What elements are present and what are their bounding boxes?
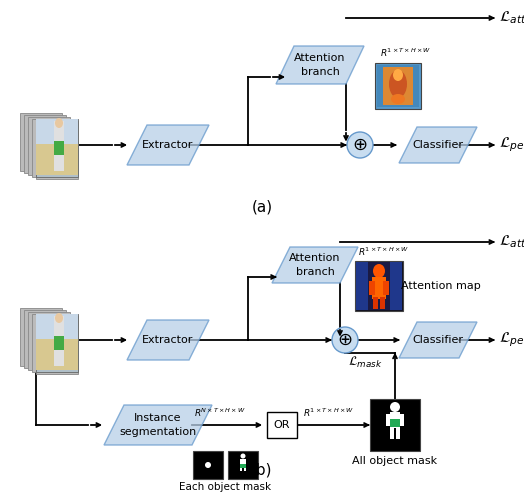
Polygon shape: [104, 405, 212, 445]
Bar: [36, 314, 78, 372]
Bar: [267, 412, 297, 438]
Bar: [32, 314, 74, 372]
Bar: [36, 119, 78, 144]
Bar: [28, 117, 70, 175]
Bar: [24, 310, 66, 368]
Text: branch: branch: [301, 67, 340, 77]
Text: $\oplus$: $\oplus$: [337, 331, 353, 349]
Ellipse shape: [390, 402, 400, 412]
Bar: [375, 63, 421, 109]
Text: (b): (b): [251, 462, 273, 478]
Text: $R^{1\times T\times H\times W}$: $R^{1\times T\times H\times W}$: [303, 407, 355, 419]
Ellipse shape: [391, 94, 405, 104]
Bar: [396, 427, 400, 439]
Bar: [390, 412, 400, 428]
Text: Classifier: Classifier: [412, 335, 464, 345]
Bar: [400, 414, 404, 426]
Text: Extractor: Extractor: [143, 335, 194, 345]
Bar: [24, 115, 66, 173]
Text: segmentation: segmentation: [119, 427, 196, 437]
Text: Classifier: Classifier: [412, 140, 464, 150]
Polygon shape: [272, 247, 358, 283]
Circle shape: [332, 327, 358, 353]
Bar: [54, 141, 64, 155]
Bar: [383, 67, 413, 105]
Ellipse shape: [373, 264, 385, 278]
Bar: [36, 144, 78, 175]
Text: (a): (a): [252, 199, 272, 215]
Ellipse shape: [55, 313, 63, 323]
Bar: [398, 415, 402, 425]
Bar: [54, 121, 64, 171]
Text: Attention: Attention: [294, 53, 346, 63]
Bar: [28, 312, 70, 370]
Bar: [240, 464, 246, 468]
Bar: [20, 308, 62, 366]
Text: All object mask: All object mask: [353, 456, 438, 466]
Bar: [32, 119, 74, 177]
Bar: [388, 415, 392, 425]
Text: $\mathcal{L}_{per}$: $\mathcal{L}_{per}$: [499, 136, 524, 154]
Text: Attention map: Attention map: [401, 281, 481, 291]
Polygon shape: [276, 46, 364, 84]
Ellipse shape: [241, 454, 246, 459]
Text: $R^{1\times T\times H\times W}$: $R^{1\times T\times H\times W}$: [380, 47, 431, 59]
Bar: [36, 121, 78, 179]
Bar: [369, 281, 375, 295]
Bar: [380, 297, 385, 309]
Polygon shape: [127, 125, 209, 165]
Bar: [356, 262, 402, 310]
Bar: [355, 261, 403, 311]
Bar: [386, 414, 390, 426]
Text: $\oplus$: $\oplus$: [352, 136, 368, 154]
Text: $\mathcal{L}_{per}$: $\mathcal{L}_{per}$: [499, 331, 524, 349]
Ellipse shape: [393, 69, 403, 81]
Bar: [36, 316, 78, 374]
Bar: [54, 316, 64, 366]
Bar: [36, 314, 78, 339]
Bar: [36, 119, 78, 177]
Text: $\mathcal{L}_{mask}$: $\mathcal{L}_{mask}$: [348, 355, 383, 370]
Text: Attention: Attention: [289, 253, 341, 263]
Bar: [244, 466, 246, 471]
Bar: [370, 399, 420, 451]
Text: $\mathcal{L}_{att}$: $\mathcal{L}_{att}$: [499, 10, 524, 27]
Polygon shape: [399, 127, 477, 163]
Bar: [383, 281, 389, 295]
Bar: [193, 451, 223, 479]
Polygon shape: [399, 322, 477, 358]
Bar: [377, 65, 419, 107]
Text: Extractor: Extractor: [143, 140, 194, 150]
Text: branch: branch: [296, 267, 334, 277]
Text: OR: OR: [274, 420, 290, 430]
Bar: [356, 262, 368, 310]
Circle shape: [347, 132, 373, 158]
Bar: [390, 419, 400, 427]
Text: $R^{1\times T\times H\times W}$: $R^{1\times T\times H\times W}$: [358, 246, 409, 258]
Bar: [20, 113, 62, 171]
Bar: [228, 451, 258, 479]
Bar: [240, 459, 246, 468]
Polygon shape: [127, 320, 209, 360]
Bar: [36, 339, 78, 370]
Text: $\mathcal{L}_{att}$: $\mathcal{L}_{att}$: [499, 234, 524, 250]
Ellipse shape: [55, 118, 63, 128]
Text: Each object mask: Each object mask: [179, 482, 271, 492]
Ellipse shape: [205, 462, 211, 468]
Bar: [240, 466, 242, 471]
Ellipse shape: [389, 70, 407, 98]
Text: Instance: Instance: [134, 413, 182, 423]
Bar: [372, 277, 386, 299]
Text: $R^{N\times T\times H\times W}$: $R^{N\times T\times H\times W}$: [194, 407, 246, 419]
Bar: [373, 297, 378, 309]
Bar: [390, 262, 402, 310]
Bar: [54, 336, 64, 350]
Bar: [390, 427, 394, 439]
